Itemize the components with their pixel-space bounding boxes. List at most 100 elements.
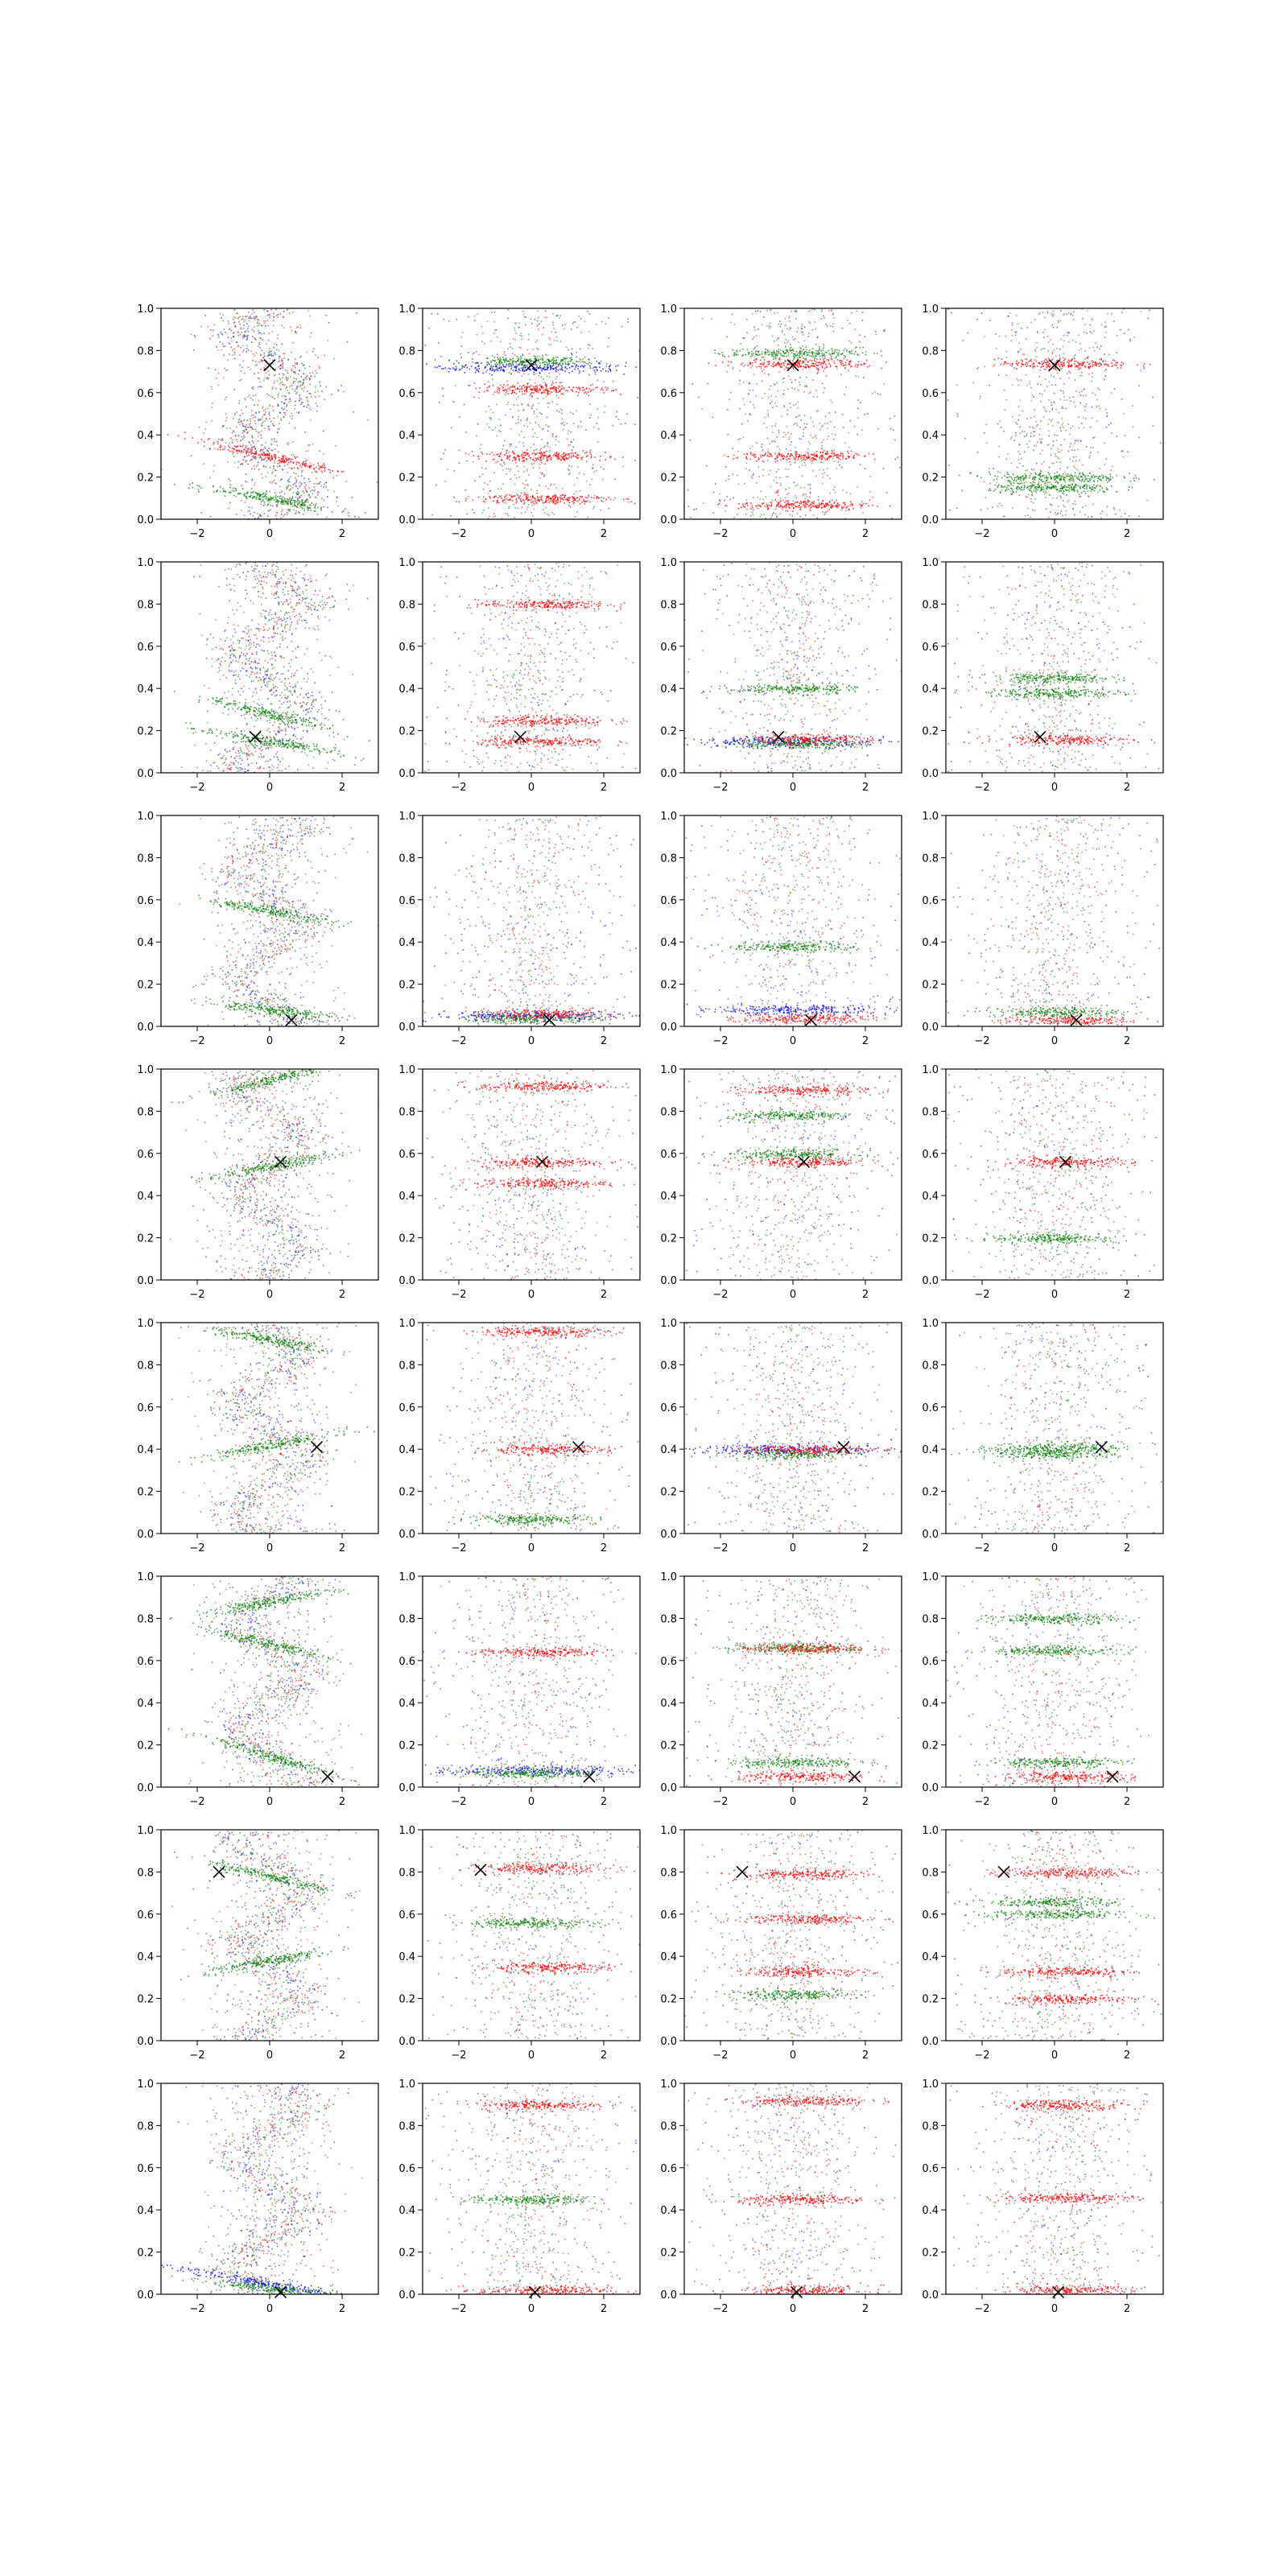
scatter-point [317, 365, 320, 367]
scatter-point [509, 455, 511, 457]
scatter-point [468, 316, 469, 318]
scatter-point [588, 344, 589, 345]
scatter-point [778, 469, 779, 470]
scatter-point [511, 390, 513, 391]
scatter-point [534, 388, 535, 390]
scatter-point [559, 363, 561, 365]
scatter-point [719, 500, 721, 502]
scatter-point [310, 375, 312, 377]
scatter-point [806, 354, 808, 357]
scatter-point [291, 368, 293, 370]
scatter-point [791, 454, 793, 456]
scatter-point [782, 456, 783, 457]
scatter-point [833, 460, 836, 462]
scatter-point [299, 386, 301, 387]
scatter-point [288, 312, 291, 314]
scatter-point [272, 471, 274, 473]
scatter-point [278, 451, 279, 452]
scatter-point [803, 423, 806, 424]
scatter-point [309, 383, 311, 386]
scatter-point [572, 359, 573, 361]
scatter-point [794, 353, 796, 356]
scatter-point [726, 370, 728, 373]
scatter-point [832, 451, 834, 452]
scatter-point [832, 314, 834, 316]
scatter-point [555, 500, 556, 502]
scatter-point [530, 407, 532, 410]
scatter-point [209, 477, 211, 479]
scatter-point [797, 401, 799, 403]
scatter-point [804, 386, 807, 387]
scatter-point [515, 361, 518, 363]
scatter-point [821, 311, 823, 312]
scatter-point [785, 433, 786, 436]
scatter-point [843, 349, 845, 352]
scatter-point [765, 518, 766, 519]
scatter-point [309, 336, 312, 338]
scatter-point [596, 496, 598, 497]
scatter-point [474, 480, 476, 482]
scatter-point [312, 350, 314, 353]
scatter-point [291, 496, 294, 497]
scatter-point [231, 448, 233, 449]
scatter-point [225, 442, 227, 444]
scatter-point [814, 506, 815, 507]
scatter-point [233, 452, 235, 453]
scatter-point [509, 389, 511, 390]
scatter-point [803, 360, 805, 362]
scatter-point [730, 391, 732, 394]
scatter-point [313, 510, 315, 512]
scatter-point [775, 364, 778, 365]
scatter-point [609, 370, 612, 372]
scatter-point [609, 456, 611, 457]
scatter-point [842, 455, 844, 456]
scatter-point [258, 418, 260, 420]
scatter-point [264, 414, 266, 415]
scatter-point [555, 332, 556, 333]
scatter-point [671, 412, 672, 414]
scatter-point [221, 426, 224, 428]
scatter-point [573, 493, 575, 495]
scatter-point [764, 373, 766, 374]
scatter-point [159, 502, 161, 503]
scatter-point [231, 450, 233, 452]
scatter-point [536, 492, 538, 494]
scatter-point [250, 410, 253, 411]
scatter-point [250, 460, 251, 461]
scatter-point [792, 350, 795, 353]
scatter-point [316, 372, 318, 374]
scatter-point [817, 504, 819, 506]
scatter-point [294, 404, 296, 407]
scatter-point [513, 503, 514, 506]
scatter-point [749, 401, 751, 402]
scatter-point [789, 328, 791, 331]
scatter-point [281, 381, 283, 383]
scatter-point [758, 459, 759, 460]
scatter-point [586, 497, 588, 499]
scatter-point [515, 502, 517, 504]
scatter-point [448, 367, 450, 369]
scatter-point [259, 347, 261, 349]
scatter-point [545, 353, 547, 356]
scatter-point [497, 369, 499, 372]
scatter-point [547, 514, 548, 515]
scatter-point [301, 362, 303, 364]
scatter-point [246, 424, 247, 426]
scatter-point [283, 374, 285, 376]
scatter-point [890, 427, 892, 430]
scatter-point [821, 353, 823, 354]
scatter-point [518, 434, 520, 436]
scatter-point [576, 327, 578, 328]
scatter-point [814, 357, 815, 360]
scatter-point [450, 515, 452, 517]
scatter-point [516, 365, 518, 367]
scatter-point [567, 454, 569, 456]
scatter-point [786, 328, 788, 330]
scatter-point [507, 384, 509, 386]
scatter-point [293, 378, 295, 379]
scatter-point [229, 491, 231, 493]
scatter-point [522, 452, 524, 454]
scatter-point [572, 454, 575, 456]
scatter-point [798, 466, 800, 469]
scatter-point [799, 346, 801, 349]
